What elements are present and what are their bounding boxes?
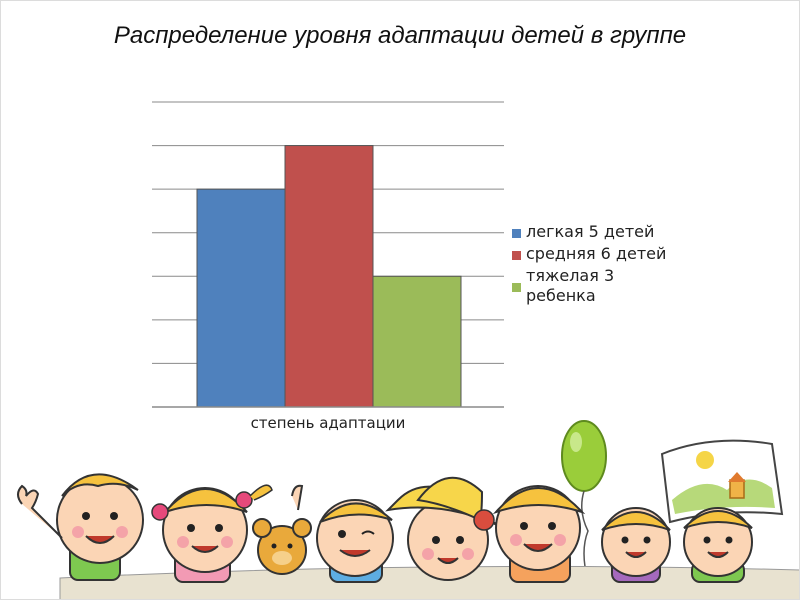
chart-legend: легкая 5 детей средняя 6 детей тяжелая 3… bbox=[512, 222, 672, 308]
legend-label-light: легкая 5 детей bbox=[526, 222, 655, 241]
drawing-sign-icon bbox=[660, 439, 784, 524]
legend-swatch-light bbox=[512, 229, 521, 238]
kid-7 bbox=[683, 507, 753, 583]
bar-light bbox=[196, 188, 286, 408]
kid-5 bbox=[492, 485, 586, 583]
bar-chart bbox=[152, 101, 504, 408]
kid-4 bbox=[385, 476, 509, 581]
legend-item-medium: средняя 6 детей bbox=[512, 244, 672, 264]
legend-swatch-medium bbox=[512, 251, 521, 260]
bars bbox=[196, 145, 462, 408]
kid-2 bbox=[151, 484, 273, 583]
balloon-icon bbox=[561, 420, 607, 582]
kid-6 bbox=[601, 507, 671, 583]
legend-label-severe: тяжелая 3 ребенка bbox=[526, 266, 615, 305]
x-category-label: степень адаптации bbox=[250, 414, 406, 432]
legend-item-severe: тяжелая 3 ребенка bbox=[512, 266, 672, 306]
bar-severe bbox=[372, 275, 462, 408]
children-illustration bbox=[17, 420, 800, 600]
bar-medium bbox=[284, 145, 374, 408]
teddy-bear-icon bbox=[252, 484, 312, 575]
legend-item-light: легкая 5 детей bbox=[512, 222, 672, 242]
legend-label-medium: средняя 6 детей bbox=[526, 244, 667, 263]
kid-3 bbox=[316, 499, 394, 583]
chart-title: Распределение уровня адаптации детей в г… bbox=[113, 22, 687, 49]
legend-swatch-severe bbox=[512, 283, 521, 292]
kid-1 bbox=[17, 473, 144, 581]
